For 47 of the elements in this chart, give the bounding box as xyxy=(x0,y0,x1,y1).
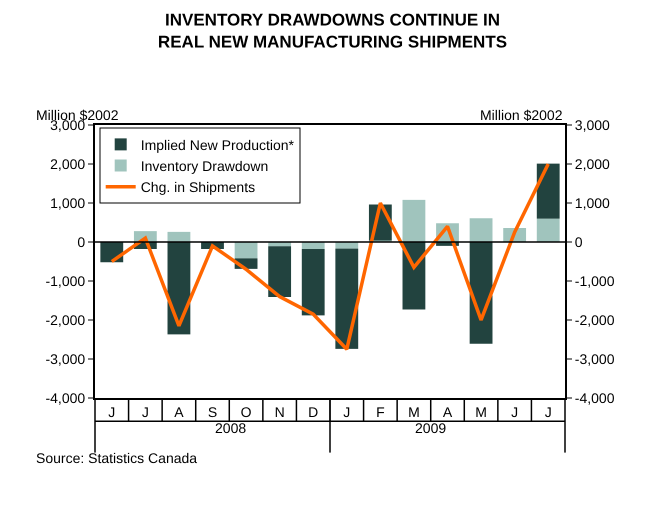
y-tick-label: -1,000 xyxy=(45,272,86,289)
y2-tick-label: -1,000 xyxy=(574,272,615,289)
bar xyxy=(470,242,492,344)
chart-title: INVENTORY DRAWDOWNS CONTINUE IN REAL NEW MANUFACTURING SHIPMENTS xyxy=(158,10,508,52)
y2-tick-label: -3,000 xyxy=(574,350,615,367)
y-tick-label: 1,000 xyxy=(50,194,86,211)
bar xyxy=(302,249,325,316)
legend-label: Inventory Drawdown xyxy=(140,158,268,174)
x-tick-label: J xyxy=(108,404,116,420)
line-series xyxy=(110,162,550,351)
y2-tick-label: 1,000 xyxy=(574,194,610,211)
bar xyxy=(536,164,560,219)
x-tick-label: S xyxy=(208,404,218,420)
y2-tick-label: -2,000 xyxy=(574,312,615,328)
y-tick-label: -4,000 xyxy=(45,390,86,406)
bar xyxy=(402,200,426,242)
x-tick-label: A xyxy=(442,404,453,420)
x-tick-label: N xyxy=(274,404,285,420)
y2-tick-label: 2,000 xyxy=(574,156,610,172)
bar xyxy=(168,232,190,242)
x-tick-label: J xyxy=(511,404,518,420)
x-tick-label: A xyxy=(174,404,184,420)
bar xyxy=(536,218,560,242)
legend-label: Implied New Production* xyxy=(140,136,295,153)
y2-tick-label: 3,000 xyxy=(574,116,610,133)
x-tick-label: J xyxy=(544,404,552,420)
x-tick-label: O xyxy=(240,404,252,420)
y-tick-label: 0 xyxy=(77,234,86,250)
y-tick-label: -2,000 xyxy=(45,312,86,328)
bar xyxy=(234,242,258,258)
x-tick-label: F xyxy=(376,404,385,420)
y2-axis-title: Million $2002 xyxy=(480,107,563,123)
text: 2008 xyxy=(215,420,246,436)
legend-label: Chg. in Shipments xyxy=(140,179,256,196)
bar xyxy=(268,246,292,297)
source-note: Source: Statistics Canada xyxy=(36,450,198,466)
text: 2009 xyxy=(415,420,446,436)
y-tick-label: 2,000 xyxy=(50,156,86,172)
x-tick-label: D xyxy=(308,404,318,420)
x-tick-label: M xyxy=(408,404,420,420)
y2-tick-label: 0 xyxy=(574,234,583,250)
bar xyxy=(470,218,492,242)
x-tick-label: J xyxy=(343,404,350,420)
y2-tick-label: -4,000 xyxy=(574,390,615,406)
y-tick-label: -3,000 xyxy=(45,350,86,367)
x-tick-label: M xyxy=(475,404,487,420)
x-tick-label: J xyxy=(142,404,149,420)
